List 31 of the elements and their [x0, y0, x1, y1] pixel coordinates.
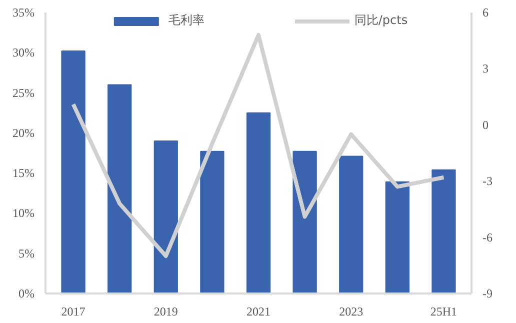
line-series [71, 32, 446, 258]
y-tick-label: 0% [18, 286, 35, 300]
bar [108, 84, 132, 294]
x-tick-label: 2017 [61, 304, 86, 318]
y2-tick-label: 0 [482, 118, 488, 132]
legend-label: 毛利率 [168, 12, 204, 29]
bar [339, 156, 364, 294]
y2-tick-label: -9 [482, 286, 492, 300]
x-tick-label: 25H1 [430, 304, 458, 318]
bar [154, 140, 178, 294]
bar [292, 150, 317, 294]
x-tick-label: 2021 [246, 304, 270, 318]
x-tick-label: 2023 [339, 304, 364, 318]
bar [61, 50, 86, 294]
y2-tick-label: 3 [482, 62, 488, 76]
bar [200, 150, 224, 294]
y2-tick-label: -6 [482, 230, 492, 244]
bar [246, 112, 271, 294]
bar [385, 181, 410, 294]
y-tick-label: 5% [18, 246, 35, 260]
bar [432, 169, 456, 294]
y2-tick-label: -3 [482, 174, 492, 188]
y-tick-label: 30% [12, 46, 35, 60]
y-tick-label: 20% [12, 126, 35, 140]
y-tick-label: 35% [12, 6, 35, 20]
y-tick-label: 10% [12, 206, 35, 220]
y2-tick-label: 6 [482, 6, 488, 20]
legend-label: 同比/pcts [354, 12, 408, 29]
y-tick-label: 15% [12, 166, 35, 180]
y-tick-label: 25% [12, 86, 35, 100]
x-tick-label: 2019 [154, 304, 178, 318]
